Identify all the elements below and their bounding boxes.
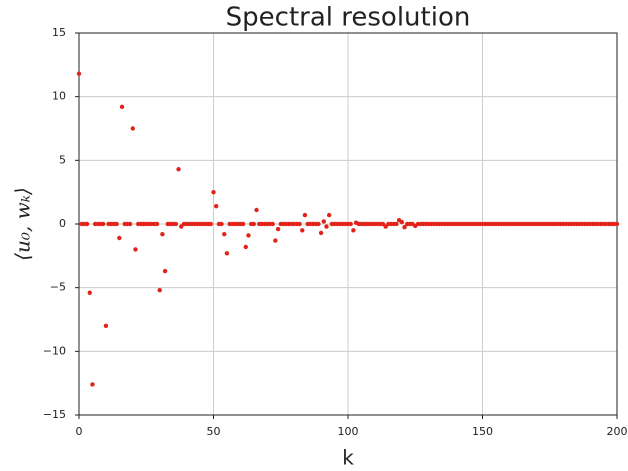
point	[246, 233, 251, 238]
x-axis-label: k	[342, 446, 354, 470]
point	[275, 226, 281, 232]
point	[240, 221, 246, 227]
point	[160, 231, 165, 237]
y-tick-label: −15	[43, 408, 66, 421]
x-tick-label: 50	[207, 425, 221, 438]
point	[318, 230, 324, 236]
point	[351, 228, 356, 233]
point	[614, 221, 620, 227]
point	[402, 224, 407, 230]
point	[114, 221, 119, 227]
point	[130, 126, 135, 131]
point	[316, 221, 321, 227]
point	[208, 221, 214, 227]
point	[254, 207, 259, 213]
point	[173, 221, 179, 227]
x-tick-label: 200	[607, 425, 628, 438]
point	[90, 382, 95, 387]
point	[211, 189, 216, 195]
point	[273, 238, 278, 243]
point	[270, 221, 275, 227]
point	[154, 221, 160, 227]
point	[243, 244, 248, 250]
point	[300, 228, 305, 233]
x-tick-label: 0	[76, 425, 83, 438]
point	[117, 235, 122, 241]
point	[219, 221, 224, 227]
point	[157, 288, 162, 293]
point	[213, 203, 219, 209]
y-tick-label: 15	[52, 26, 66, 39]
point	[302, 212, 308, 218]
point	[101, 221, 106, 227]
point	[326, 212, 332, 218]
point	[348, 221, 353, 227]
point	[321, 219, 326, 224]
point	[162, 268, 168, 274]
y-axis-label: ⟨u₀, wₖ⟩	[11, 187, 35, 261]
point	[394, 221, 399, 227]
point	[399, 219, 404, 225]
point	[222, 231, 227, 237]
point	[251, 221, 257, 227]
point	[103, 323, 109, 329]
point	[133, 247, 138, 252]
x-tick-label: 100	[338, 425, 359, 438]
point	[119, 104, 125, 110]
point	[324, 224, 329, 229]
y-tick-label: 5	[59, 153, 66, 166]
point	[297, 221, 302, 227]
point	[176, 167, 181, 172]
point	[127, 221, 133, 227]
y-tick-label: 10	[52, 90, 66, 103]
y-tick-label: −5	[50, 281, 66, 294]
point	[84, 221, 90, 227]
y-tick-label: −10	[43, 344, 66, 357]
x-tick-label: 150	[472, 425, 493, 438]
point	[224, 251, 230, 256]
chart-title: Spectral resolution	[226, 3, 471, 33]
point	[76, 71, 82, 76]
point	[87, 290, 92, 295]
y-tick-label: 0	[59, 217, 66, 230]
